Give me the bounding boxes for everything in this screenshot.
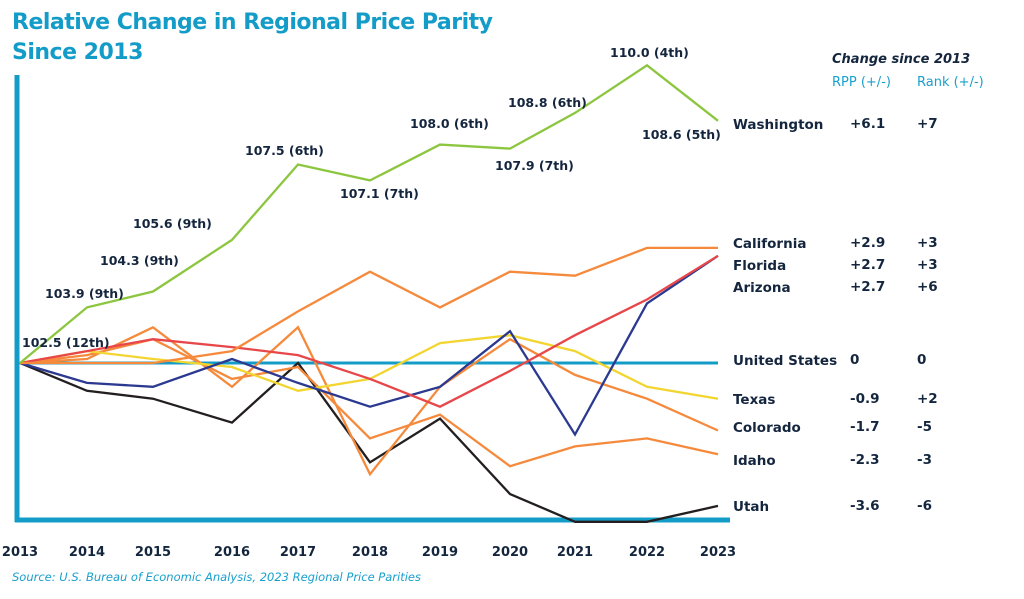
rpp-change-value: -1.7	[850, 419, 880, 435]
x-tick-label: 2020	[492, 545, 528, 560]
rank-change-value: +6	[917, 279, 938, 295]
rpp-change-value: +2.7	[850, 257, 885, 273]
rpp-change-value: +2.9	[850, 235, 885, 251]
series-line-arizona	[19, 254, 719, 437]
rpp-change-value: +6.1	[850, 116, 885, 132]
rank-change-value: -3	[917, 452, 932, 468]
data-label: 110.0 (4th)	[610, 45, 689, 60]
series-label: Arizona	[733, 280, 791, 296]
rank-change-value: +7	[917, 116, 938, 132]
series-label: United States	[733, 353, 837, 369]
data-label: 108.8 (6th)	[508, 95, 587, 110]
x-tick-label: 2013	[2, 545, 38, 560]
rpp-change-value: -0.9	[850, 391, 880, 407]
data-label: 107.9 (7th)	[495, 158, 574, 173]
data-label: 103.9 (9th)	[45, 286, 124, 301]
series-line-idaho	[19, 337, 719, 468]
series-line-florida	[19, 254, 719, 408]
x-tick-label: 2015	[135, 545, 171, 560]
data-label: 104.3 (9th)	[100, 253, 179, 268]
table-header-title: Change since 2013	[832, 52, 971, 67]
rank-change-value: -6	[917, 498, 932, 514]
series-line-utah	[19, 361, 719, 523]
rank-change-value: +3	[917, 235, 938, 251]
series-label: Washington	[733, 117, 823, 133]
x-tick-label: 2016	[214, 545, 250, 560]
x-tick-label: 2022	[629, 545, 665, 560]
x-tick-label: 2019	[422, 545, 458, 560]
x-tick-label: 2014	[69, 545, 105, 560]
rpp-change-value: -3.6	[850, 498, 880, 514]
chart-title-line1: Relative Change in Regional Price Parity	[12, 10, 493, 35]
data-label: 108.6 (5th)	[642, 127, 721, 142]
data-label: 102.5 (12th)	[22, 335, 110, 350]
series-label: Texas	[733, 392, 775, 408]
x-tick-label: 2021	[557, 545, 593, 560]
series-label: Idaho	[733, 453, 776, 469]
rank-change-value: -5	[917, 419, 932, 435]
table-header-rpp: RPP (+/-)	[832, 75, 891, 90]
rpp-change-value: 0	[850, 352, 859, 368]
series-line-washington	[19, 63, 719, 364]
x-tick-label: 2023	[700, 545, 736, 560]
series-label: Colorado	[733, 420, 801, 436]
rank-change-value: 0	[917, 352, 926, 368]
rank-change-value: +3	[917, 257, 938, 273]
rpp-change-value: -2.3	[850, 452, 880, 468]
data-label: 107.1 (7th)	[340, 186, 419, 201]
series-line-colorado	[19, 325, 719, 477]
series-label: Utah	[733, 499, 769, 515]
series-label: Florida	[733, 258, 786, 274]
table-header-rank: Rank (+/-)	[917, 75, 984, 90]
data-label: 107.5 (6th)	[245, 143, 324, 158]
chart-title-line2: Since 2013	[12, 40, 143, 65]
x-tick-label: 2017	[280, 545, 316, 560]
x-tick-label: 2018	[352, 545, 388, 560]
series-label: California	[733, 236, 806, 252]
series-line-california	[20, 246, 718, 365]
source-note: Source: U.S. Bureau of Economic Analysis…	[12, 570, 421, 584]
data-label: 108.0 (6th)	[410, 116, 489, 131]
rpp-change-value: +2.7	[850, 279, 885, 295]
chart-title: Relative Change in Regional Price Parity…	[12, 8, 493, 68]
data-label: 105.6 (9th)	[133, 216, 212, 231]
rank-change-value: +2	[917, 391, 938, 407]
